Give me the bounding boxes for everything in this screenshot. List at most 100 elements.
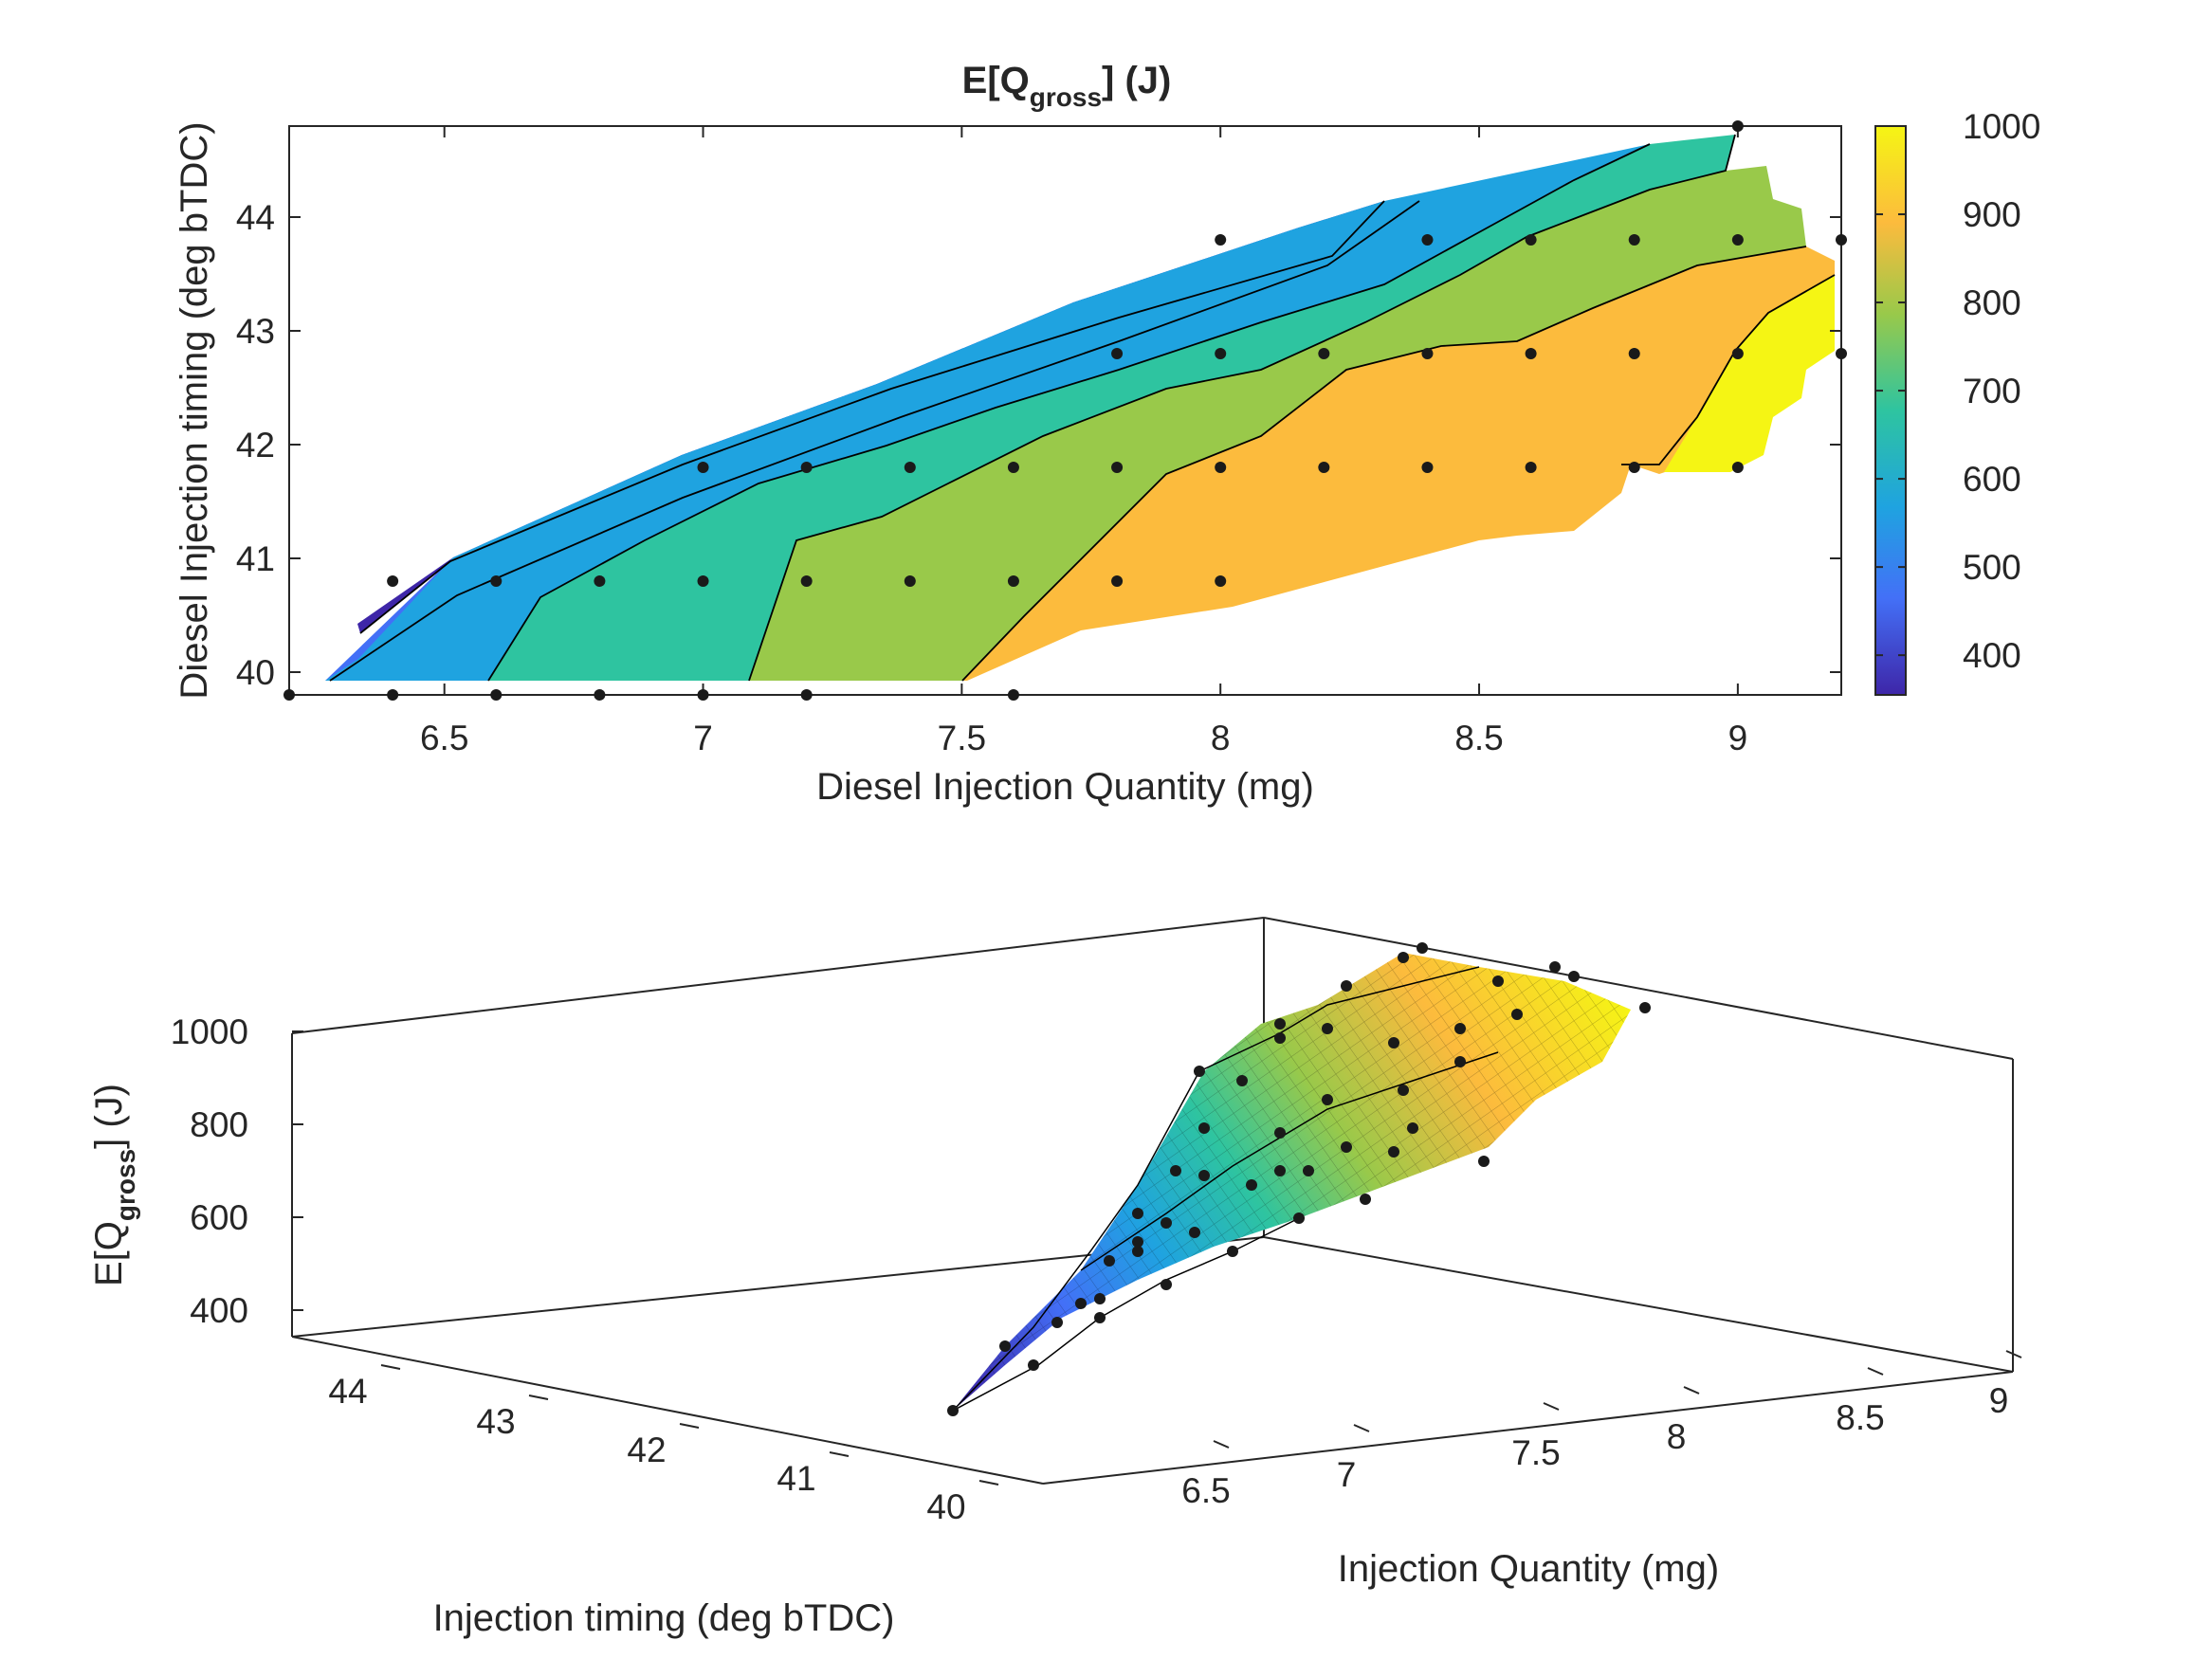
- surface-measurement-point: [1322, 1094, 1333, 1105]
- colorbar-tick-label: 600: [1963, 460, 2021, 499]
- contour-line-600: [487, 143, 1651, 682]
- measurement-point: [594, 689, 606, 701]
- surface-measurement-point: [1639, 1002, 1651, 1013]
- y3d-tick-label: 42: [627, 1431, 666, 1469]
- contour-axes: 6.5 7 7.5 8 8.5 9 40 41 42 43 44 Diesel Injection Q…: [174, 121, 1842, 808]
- x-tick-label: 8.5: [1454, 719, 1503, 757]
- contour-region-700: [488, 135, 1735, 681]
- x3d-tick-label: 7: [1337, 1455, 1357, 1494]
- surface-measurement-point: [1388, 1146, 1399, 1158]
- contour-region-900: [962, 246, 1835, 681]
- surface-measurement-point: [1246, 1179, 1257, 1191]
- surface-measurement-point: [999, 1340, 1011, 1352]
- surface-measurement-point: [1161, 1217, 1172, 1229]
- surface-measurement-point: [1274, 1165, 1286, 1176]
- colorbar: 400 500 600 700 800 900 1000: [1874, 107, 2040, 696]
- z-tick-label: 800: [190, 1105, 248, 1144]
- surface-measurement-point: [1492, 975, 1504, 987]
- x-tick-label: 7: [693, 719, 713, 757]
- surface-measurement-point: [1341, 1141, 1352, 1153]
- measurement-point: [387, 689, 399, 701]
- surface-measurement-point: [1161, 1279, 1172, 1290]
- surface-measurement-point: [1132, 1236, 1143, 1248]
- measurement-point: [1111, 348, 1124, 359]
- surface-measurement-point: [1028, 1359, 1039, 1371]
- surface-measurement-point: [1094, 1293, 1106, 1304]
- surface-measurement-point: [1454, 1023, 1466, 1034]
- surface-measurement-point: [1549, 961, 1561, 973]
- measurement-point: [1731, 348, 1744, 359]
- y-tick-label: 43: [236, 312, 275, 351]
- measurement-point: [800, 462, 813, 473]
- measurement-point: [1215, 462, 1227, 473]
- x3d-axis-label: Injection Quantity (mg): [1338, 1548, 1719, 1590]
- contour-measurement-points: [283, 120, 1847, 701]
- surface-measurement-point: [947, 1405, 959, 1416]
- surface-measurement-point: [1094, 1312, 1106, 1323]
- x3d-tick-label: 7.5: [1511, 1433, 1560, 1472]
- y3d-tick-mark: [679, 1423, 700, 1429]
- colorbar-tick-label: 900: [1963, 195, 2021, 234]
- measurement-point: [1836, 348, 1847, 359]
- colorbar-tick-label: 800: [1963, 283, 2021, 322]
- measurement-point: [1628, 462, 1640, 473]
- measurement-point: [1215, 575, 1227, 587]
- surface-measurement-point: [1360, 1194, 1371, 1205]
- measurement-point: [1421, 462, 1434, 473]
- surface-measurement-point: [1075, 1298, 1087, 1309]
- contour-region-1000: [1664, 275, 1835, 472]
- measurement-point: [1007, 689, 1019, 701]
- y-tick-label: 44: [236, 198, 275, 237]
- y-axis-label: Diesel Injection timing (deg bTDC): [174, 121, 215, 699]
- measurement-point: [283, 689, 295, 701]
- surface-measurement-point: [1198, 1122, 1210, 1134]
- measurement-point: [697, 689, 709, 701]
- surface-measurement-point: [1198, 1170, 1210, 1181]
- x3d-tick-mark: [2005, 1350, 2022, 1358]
- surface-measurement-point: [1388, 1037, 1399, 1048]
- x3d-tick-mark: [1353, 1424, 1370, 1432]
- x3d-tick-mark: [1867, 1367, 1884, 1376]
- x3d-tick-label: 9: [1989, 1381, 2009, 1420]
- measurement-point: [1731, 234, 1744, 246]
- y3d-tick-label: 41: [777, 1459, 815, 1498]
- y3d-tick-mark: [978, 1480, 999, 1486]
- contour-line-500: [329, 200, 1420, 682]
- x3d-tick-mark: [1213, 1440, 1230, 1449]
- surface-measurement-point: [1274, 1032, 1286, 1044]
- chart-title: E[Qgross] (J): [962, 60, 1172, 112]
- contour-region-800: [749, 166, 1806, 681]
- measurement-point: [1731, 462, 1744, 473]
- colorbar-gradient: [1874, 125, 1907, 696]
- measurement-point: [1731, 120, 1744, 132]
- x-tick-label: 7.5: [938, 719, 986, 757]
- measurement-point: [1007, 462, 1019, 473]
- y-tick-label: 40: [236, 653, 275, 692]
- surface-measurement-point: [1511, 1009, 1523, 1020]
- surface-measurement-point: [1293, 1212, 1305, 1224]
- colorbar-tick-label: 1000: [1963, 107, 2040, 146]
- surface-mesh: [952, 953, 1631, 1412]
- measurement-point: [490, 689, 503, 701]
- surface-measurement-point: [1398, 952, 1409, 963]
- contour-line-900: [1621, 274, 1836, 465]
- measurement-point: [1007, 575, 1019, 587]
- measurement-point: [1628, 348, 1640, 359]
- surface-measurement-point: [1417, 942, 1428, 954]
- measurement-point: [387, 575, 399, 587]
- measurement-point: [1525, 462, 1537, 473]
- surface-measurement-point: [1322, 1023, 1333, 1034]
- z-axis-label: E[Qgross] (J): [88, 1084, 140, 1286]
- x-tick-label: 9: [1728, 719, 1748, 757]
- surface-measurement-point: [1051, 1317, 1063, 1328]
- x3d-tick-mark: [1683, 1386, 1700, 1395]
- y3d-tick-mark: [829, 1451, 850, 1457]
- measurement-point: [1111, 575, 1124, 587]
- z-tick-label: 600: [190, 1198, 248, 1237]
- surface-measurement-point: [1132, 1208, 1143, 1219]
- surface-measurement-point: [1236, 1075, 1248, 1086]
- x3d-tick-mark: [1543, 1402, 1560, 1411]
- measurement-point: [1628, 234, 1640, 246]
- x3d-tick-label: 8.5: [1836, 1398, 1884, 1437]
